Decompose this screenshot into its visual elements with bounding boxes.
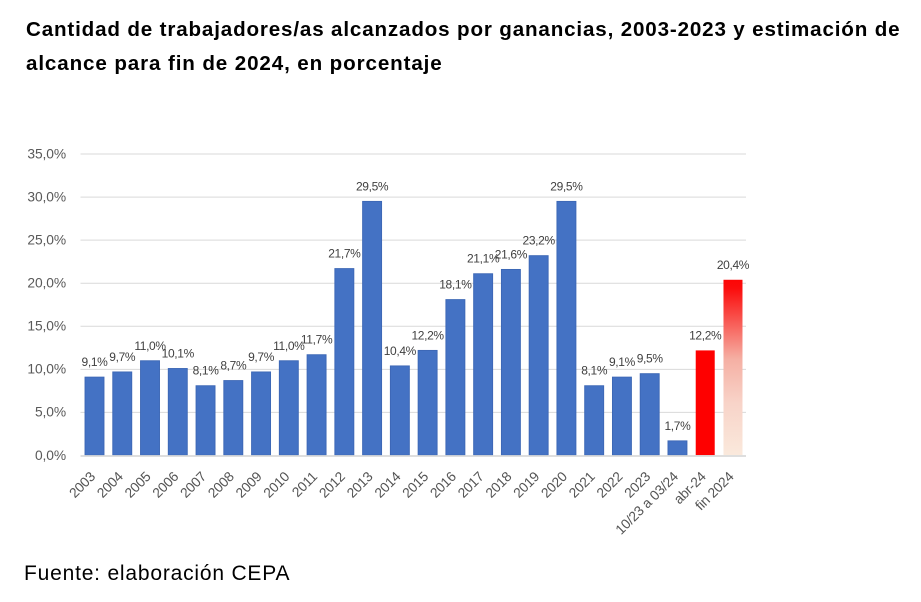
svg-text:11,0%: 11,0%: [273, 339, 305, 353]
svg-text:1,7%: 1,7%: [664, 419, 691, 433]
svg-text:2013: 2013: [344, 469, 376, 501]
svg-text:29,5%: 29,5%: [356, 179, 389, 193]
svg-text:2005: 2005: [122, 469, 154, 501]
svg-text:9,1%: 9,1%: [82, 355, 109, 369]
svg-text:2010: 2010: [261, 469, 293, 501]
svg-text:11,7%: 11,7%: [301, 333, 333, 347]
svg-text:2009: 2009: [233, 469, 265, 501]
svg-text:2021: 2021: [566, 469, 598, 501]
svg-text:9,1%: 9,1%: [609, 355, 636, 369]
svg-text:29,5%: 29,5%: [550, 179, 583, 193]
svg-text:2015: 2015: [399, 469, 431, 501]
svg-text:8,1%: 8,1%: [193, 364, 220, 378]
svg-text:2022: 2022: [594, 469, 626, 501]
svg-text:2016: 2016: [427, 469, 459, 501]
svg-text:35,0%: 35,0%: [27, 146, 66, 161]
svg-text:12,2%: 12,2%: [689, 328, 722, 342]
svg-text:9,7%: 9,7%: [248, 350, 275, 364]
svg-text:2017: 2017: [455, 469, 487, 501]
svg-text:8,7%: 8,7%: [220, 359, 247, 373]
svg-text:2004: 2004: [94, 469, 126, 501]
svg-text:23,2%: 23,2%: [523, 234, 556, 248]
svg-text:25,0%: 25,0%: [27, 233, 66, 248]
svg-text:5,0%: 5,0%: [35, 405, 66, 420]
svg-text:9,7%: 9,7%: [109, 350, 136, 364]
svg-text:2012: 2012: [316, 469, 348, 501]
svg-text:0,0%: 0,0%: [35, 448, 66, 463]
svg-text:10,1%: 10,1%: [162, 347, 195, 361]
svg-text:10,4%: 10,4%: [384, 344, 417, 358]
svg-text:9,5%: 9,5%: [637, 352, 664, 366]
svg-text:2020: 2020: [538, 469, 570, 501]
svg-text:2018: 2018: [483, 469, 515, 501]
svg-text:21,7%: 21,7%: [328, 247, 361, 261]
svg-text:2008: 2008: [205, 469, 237, 501]
svg-text:30,0%: 30,0%: [27, 189, 66, 204]
svg-text:11,0%: 11,0%: [134, 339, 166, 353]
svg-text:2003: 2003: [66, 469, 98, 501]
svg-text:2014: 2014: [372, 469, 404, 501]
svg-text:15,0%: 15,0%: [27, 319, 66, 334]
svg-text:2019: 2019: [511, 469, 543, 501]
svg-text:2011: 2011: [289, 469, 320, 500]
svg-text:2006: 2006: [150, 469, 182, 501]
svg-text:10,0%: 10,0%: [27, 362, 66, 377]
svg-text:2007: 2007: [177, 469, 209, 501]
svg-text:21,1%: 21,1%: [467, 252, 500, 266]
svg-text:18,1%: 18,1%: [439, 278, 472, 292]
svg-text:20,0%: 20,0%: [27, 276, 66, 291]
svg-text:21,6%: 21,6%: [495, 247, 528, 261]
svg-text:20,4%: 20,4%: [717, 258, 750, 272]
svg-text:8,1%: 8,1%: [581, 364, 608, 378]
svg-text:12,2%: 12,2%: [411, 328, 444, 342]
